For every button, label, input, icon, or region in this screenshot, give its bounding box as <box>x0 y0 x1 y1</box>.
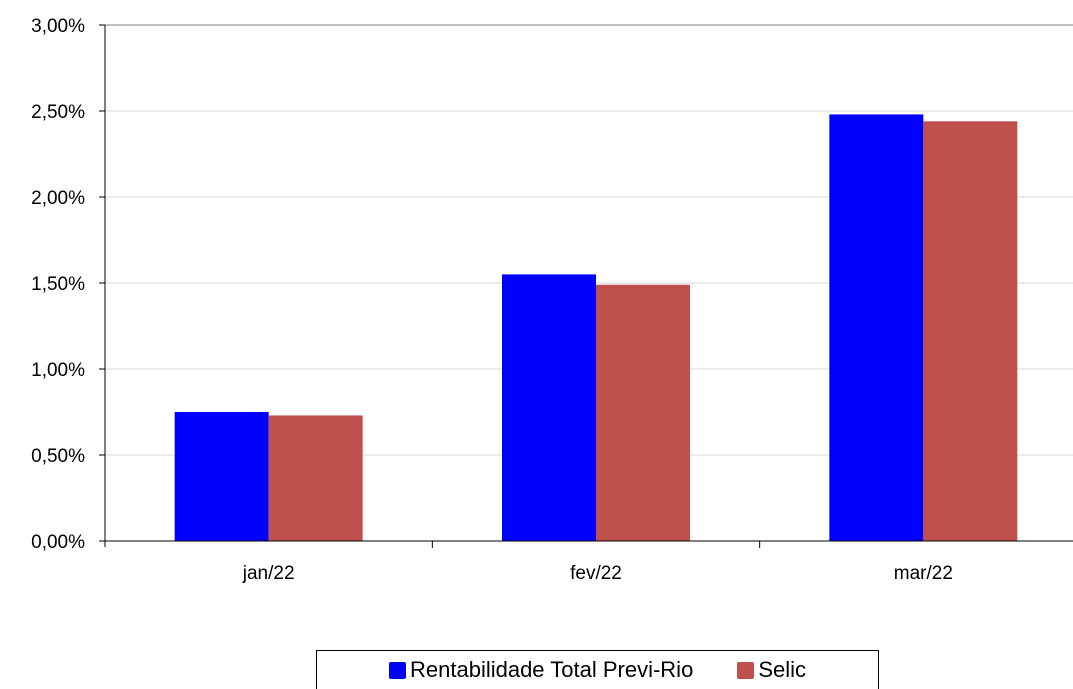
x-tick-label: jan/22 <box>242 563 295 584</box>
y-tick-label: 0,00% <box>31 532 85 553</box>
y-tick-label: 1,00% <box>31 360 85 381</box>
bars <box>174 114 1018 541</box>
y-tick-label: 0,50% <box>31 446 85 467</box>
legend-label-series-1: Rentabilidade Total Previ-Rio <box>410 657 694 682</box>
bar-chart: 0,00% 0,50% 1,00% 1,50% 2,00% 2,50% 3,00% jan/2… <box>31 16 1073 584</box>
legend: Rentabilidade Total Previ-Rio Selic <box>316 650 879 689</box>
bar <box>502 274 596 541</box>
x-tick-label: mar/22 <box>894 563 953 584</box>
bar <box>268 415 363 541</box>
legend-label-series-2: Selic <box>758 657 806 682</box>
y-tick-label: 2,00% <box>31 188 85 209</box>
bar <box>596 284 690 541</box>
y-tick-label: 2,50% <box>31 102 85 123</box>
axes: 0,00% 0,50% 1,00% 1,50% 2,00% 2,50% 3,00% jan/2… <box>31 16 1073 584</box>
bar <box>829 114 924 541</box>
bar <box>174 412 269 541</box>
bar <box>923 121 1018 541</box>
legend-item-series-1: Rentabilidade Total Previ-Rio <box>389 657 693 683</box>
y-tick-label: 3,00% <box>31 16 85 37</box>
y-tick-label: 1,50% <box>31 274 85 295</box>
legend-item-series-2: Selic <box>737 657 806 683</box>
legend-swatch-series-1 <box>389 661 406 679</box>
legend-swatch-series-2 <box>737 661 755 679</box>
x-tick-label: fev/22 <box>570 563 622 584</box>
